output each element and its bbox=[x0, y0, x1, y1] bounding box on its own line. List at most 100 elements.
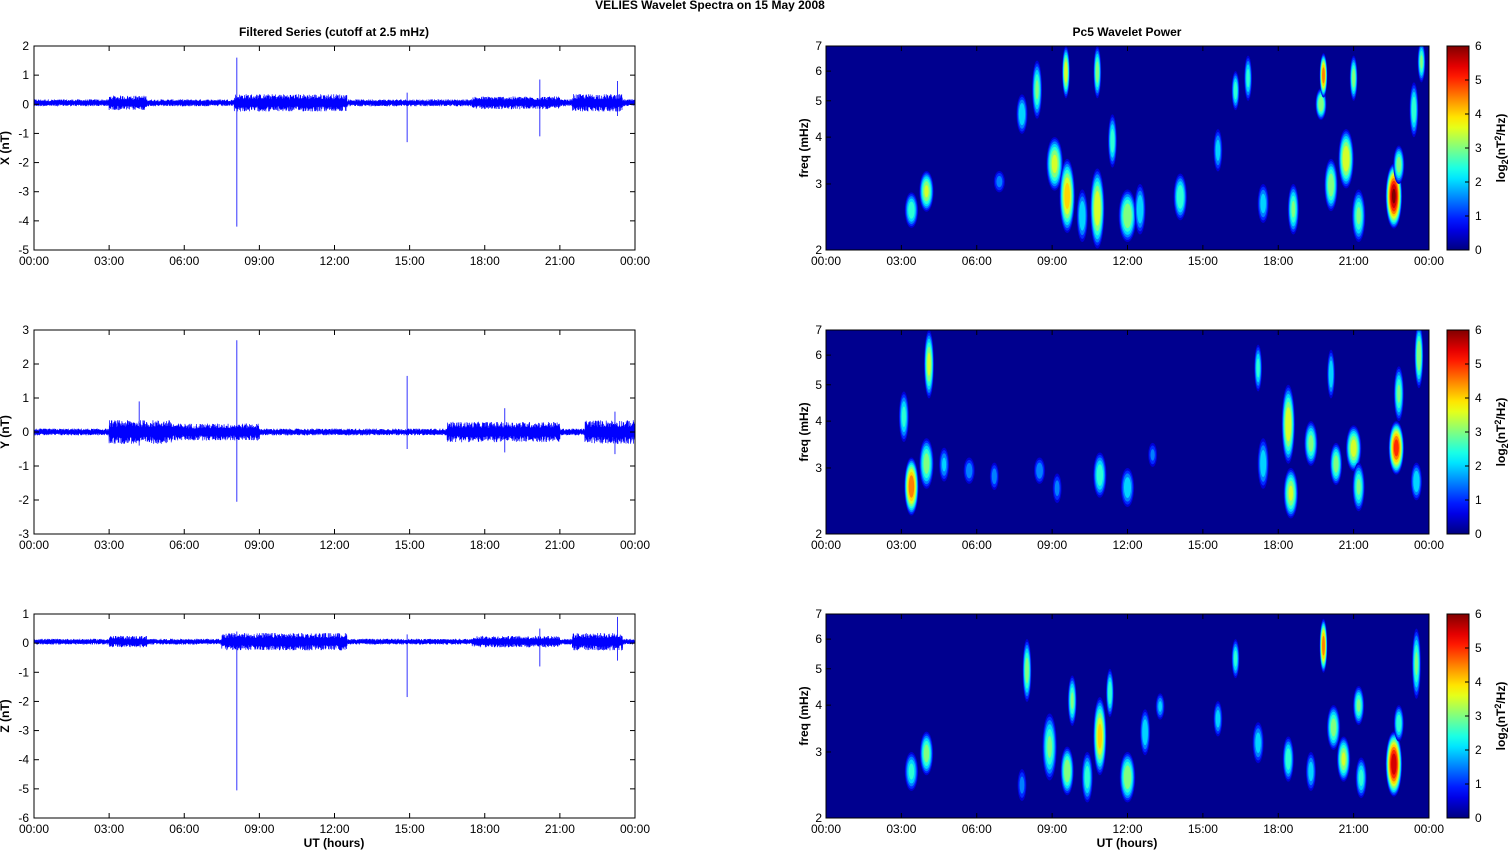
power-contour bbox=[1330, 718, 1337, 737]
power-contour bbox=[1350, 439, 1357, 457]
y-tick-label: -6 bbox=[18, 811, 29, 825]
x-tick-label: 12:00 bbox=[319, 822, 349, 836]
x-tick-label: 21:00 bbox=[545, 538, 575, 552]
y-tick-label: -3 bbox=[18, 185, 29, 199]
power-contour bbox=[1397, 384, 1401, 403]
heatmap-cells bbox=[898, 330, 1424, 519]
x-tick-label: 18:00 bbox=[1263, 538, 1293, 552]
y-axis-label: Z (nT) bbox=[0, 699, 12, 732]
x-tick-label: 18:00 bbox=[1263, 822, 1293, 836]
power-contour bbox=[1096, 464, 1104, 486]
colorbar-tick-label: 3 bbox=[1475, 141, 1482, 155]
colorbar-tick-label: 5 bbox=[1475, 73, 1482, 87]
x-tick-label: 21:00 bbox=[1339, 254, 1369, 268]
wavelet-panel-1: 7 6 5 4 3 2 freq (mHz) 6 5 4 3 2 1 0 log2(nT2/Hz) 00:00… bbox=[797, 39, 1510, 268]
power-contour bbox=[1084, 765, 1090, 789]
y-tick-label: -1 bbox=[18, 126, 29, 140]
power-contour bbox=[1070, 692, 1074, 709]
power-contour bbox=[1328, 360, 1334, 388]
x-tick-label: 18:00 bbox=[470, 538, 500, 552]
x-tick-label: 06:00 bbox=[962, 538, 992, 552]
y-tick-label: -2 bbox=[18, 694, 29, 708]
colorbar-label: log2(nT2/Hz) bbox=[1493, 398, 1510, 467]
x-tick-label: 15:00 bbox=[1188, 538, 1218, 552]
power-contour bbox=[1064, 61, 1068, 83]
y-tick-label: 1 bbox=[22, 607, 29, 621]
colorbar-tick-label: 1 bbox=[1475, 777, 1482, 791]
x-tick-label: 09:00 bbox=[244, 538, 274, 552]
plot-background bbox=[34, 46, 635, 250]
x-tick-label: 15:00 bbox=[395, 538, 425, 552]
series-panel-1: 2 1 0 -1 -2 -3 -4 -5 X (nT) 00:00 03:00 06:00 09:00 1… bbox=[0, 39, 650, 268]
x-tick-label: 00:00 bbox=[19, 254, 49, 268]
x-tick-label: 00:00 bbox=[811, 822, 841, 836]
power-contour bbox=[923, 744, 930, 763]
x-tick-label: 03:00 bbox=[94, 538, 124, 552]
y-tick-label: -1 bbox=[18, 665, 29, 679]
power-contour bbox=[1158, 701, 1162, 712]
colorbar-tick-label: 2 bbox=[1475, 459, 1482, 473]
x-tick-label: 00:00 bbox=[19, 822, 49, 836]
power-contour bbox=[1393, 439, 1399, 457]
y-tick-label: -4 bbox=[18, 753, 29, 767]
x-tick-label: 00:00 bbox=[811, 254, 841, 268]
colorbar-tick-label: 3 bbox=[1475, 425, 1482, 439]
x-tick-label: 03:00 bbox=[886, 538, 916, 552]
colorbar-label: log2(nT2/Hz) bbox=[1493, 114, 1510, 183]
power-contour bbox=[1142, 719, 1148, 746]
power-contour bbox=[1333, 455, 1339, 473]
power-contour bbox=[1414, 652, 1418, 676]
power-contour bbox=[1352, 68, 1356, 88]
power-contour bbox=[1255, 732, 1261, 753]
heatmap-cells bbox=[904, 618, 1421, 803]
x-tick-label: 18:00 bbox=[470, 254, 500, 268]
power-contour bbox=[1413, 470, 1420, 493]
y-tick-label: 2 bbox=[815, 811, 822, 825]
colorbar-tick-label: 6 bbox=[1475, 39, 1482, 53]
x-tick-label: 03:00 bbox=[94, 822, 124, 836]
power-contour bbox=[1150, 449, 1155, 461]
x-tick-label: 06:00 bbox=[169, 822, 199, 836]
colorbar-tick-label: 4 bbox=[1475, 107, 1482, 121]
colorbar-label: log2(nT2/Hz) bbox=[1493, 682, 1510, 751]
y-tick-label: 5 bbox=[815, 378, 822, 392]
y-tick-label: 0 bbox=[22, 97, 29, 111]
y-axis-label: X (nT) bbox=[0, 131, 12, 165]
x-tick-label: 12:00 bbox=[1112, 254, 1142, 268]
power-contour bbox=[1064, 182, 1070, 210]
power-contour bbox=[1176, 184, 1184, 209]
power-contour bbox=[1095, 61, 1099, 83]
figure-title: VELIES Wavelet Spectra on 15 May 2008 bbox=[595, 0, 825, 12]
power-contour bbox=[1123, 203, 1132, 229]
colorbar-tick-label: 4 bbox=[1475, 675, 1482, 689]
colorbar-tick-label: 0 bbox=[1475, 527, 1482, 541]
x-tick-label: 18:00 bbox=[470, 822, 500, 836]
x-tick-label: 06:00 bbox=[962, 822, 992, 836]
y-tick-label: 2 bbox=[815, 243, 822, 257]
power-contour bbox=[1356, 478, 1361, 495]
left-xlabel: UT (hours) bbox=[304, 836, 365, 850]
series-panel-2: 3 2 1 0 -1 -2 -3 Y (nT) 00:00 03:00 06:00 09:00 12:0… bbox=[0, 323, 650, 552]
power-contour bbox=[1097, 723, 1102, 749]
power-contour bbox=[1233, 650, 1238, 667]
power-contour bbox=[1110, 129, 1115, 153]
power-contour bbox=[1079, 200, 1086, 231]
colorbar-tick-label: 1 bbox=[1475, 493, 1482, 507]
y-tick-label: 6 bbox=[815, 348, 822, 362]
y-tick-label: 1 bbox=[22, 68, 29, 82]
power-contour bbox=[1047, 735, 1052, 758]
y-tick-label: 5 bbox=[815, 94, 822, 108]
y-tick-label: 6 bbox=[815, 64, 822, 78]
power-contour bbox=[908, 763, 915, 780]
colorbar-tick-label: 4 bbox=[1475, 391, 1482, 405]
power-contour bbox=[1019, 776, 1025, 794]
y-tick-label: 0 bbox=[22, 425, 29, 439]
power-contour bbox=[1123, 477, 1132, 498]
y-tick-label: 7 bbox=[815, 323, 822, 337]
colorbar-tick-label: 0 bbox=[1475, 243, 1482, 257]
y-tick-label: 5 bbox=[815, 662, 822, 676]
power-contour bbox=[942, 457, 947, 472]
x-tick-label: 21:00 bbox=[1339, 538, 1369, 552]
power-contour bbox=[901, 406, 906, 428]
y-tick-label: -5 bbox=[18, 243, 29, 257]
